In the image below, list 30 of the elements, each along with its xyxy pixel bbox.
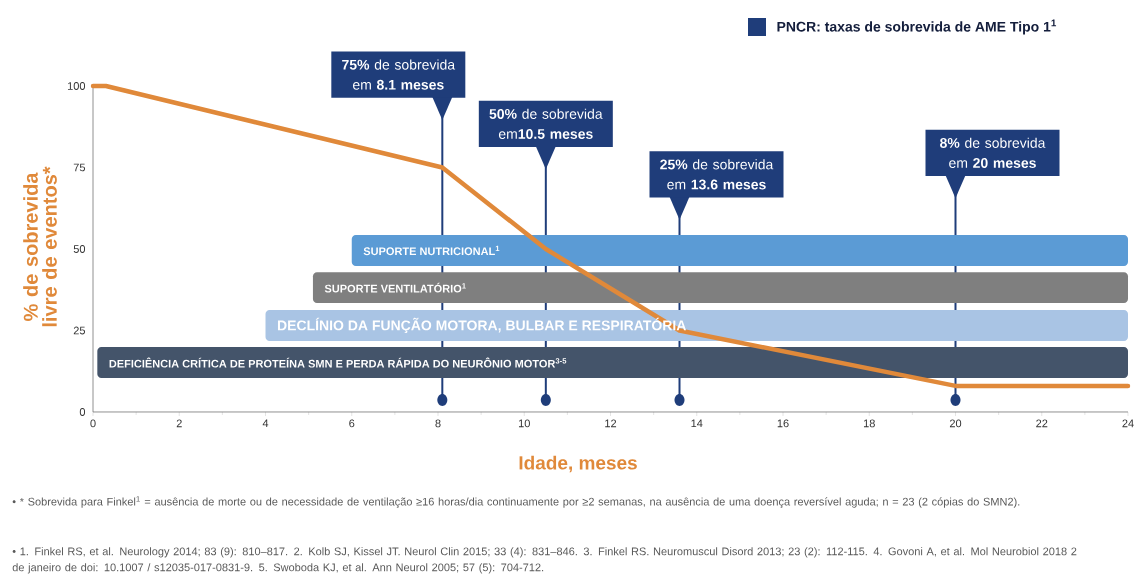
band-label: SUPORTE VENTILATÓRIO$^{1}$: [324, 282, 466, 293]
x-tick-label: 6: [349, 419, 355, 428]
x-tick-label: 10: [518, 419, 530, 428]
x-tick-label: 16: [777, 419, 789, 428]
band-label: SUPORTE NUTRICIONAL$^{1}$: [363, 245, 500, 256]
x-tick-label: 12: [605, 419, 617, 428]
y-tick-label: 50: [73, 245, 86, 253]
y-tick-label: 75: [73, 163, 86, 172]
x-tick-label: 20: [949, 419, 962, 428]
text: • 1. Finkel RS, et al. Neurology 2014; 83 (9): 810–817. 2. Kolb SJ, Kissel JT. Neurol Clin 2015; 33 (4): 831–846. 3. Finkel RS. Neuromuscul Disord 2013; 23 (2): 112-115. 4. Govoni A, et al. Mol Neurobiol 2018 2 de janeiro de doi: 10.1007 / s12035-017-0831-9. 5. Swoboda KJ, et al. Ann Neurol 2005; 57 (5): 704-712.: [12, 547, 1077, 574]
y-axis-title: % de sobrevida livre de eventos*: [23, 166, 57, 327]
text: PNCR: taxas de sobrevida de AME Tipo 1$^{1}$: [777, 19, 1057, 35]
x-tick-label: 14: [691, 419, 703, 428]
ref-line-label: 50% de sobrevida em10.5 meses: [489, 108, 603, 139]
x-tick-label: 8: [435, 419, 441, 428]
band-label: DEFICIÊNCIA CRÍTICA DE PROTEÍNA SMN E PERDA RÁPIDA DO NEURÔNIO MOTOR$^{3-5}$: [109, 357, 567, 368]
x-tick-label: 24: [1122, 419, 1134, 428]
ref-line-label: 75% de sobrevida em 8.1 meses: [342, 59, 456, 90]
x-tick-label: 0: [90, 419, 96, 428]
ref-line-label: 25% de sobrevida em 13.6 meses: [660, 159, 774, 190]
text: • * Sobrevida para Finkel$^{1}$ = ausência de morte ou de necessidade de ventilação ≥16 horas/dia continuamente por ≥2 semanas, na ausência de uma doença reversível aguda; n = 23 (2 cópias do SMN2).: [12, 496, 1020, 508]
x-tick-label: 18: [863, 419, 875, 428]
x-tick-label: 22: [1036, 419, 1048, 428]
y-tick-label: 0: [79, 408, 86, 416]
x-tick-label: 2: [176, 419, 182, 428]
y-tick-label: 25: [73, 326, 86, 335]
x-tick-label: 4: [262, 419, 269, 428]
ref-line-label: 8% de sobrevida em 20 meses: [940, 137, 1046, 168]
x-axis-title: Idade, meses: [519, 455, 637, 473]
y-tick-label: 100: [67, 82, 86, 90]
